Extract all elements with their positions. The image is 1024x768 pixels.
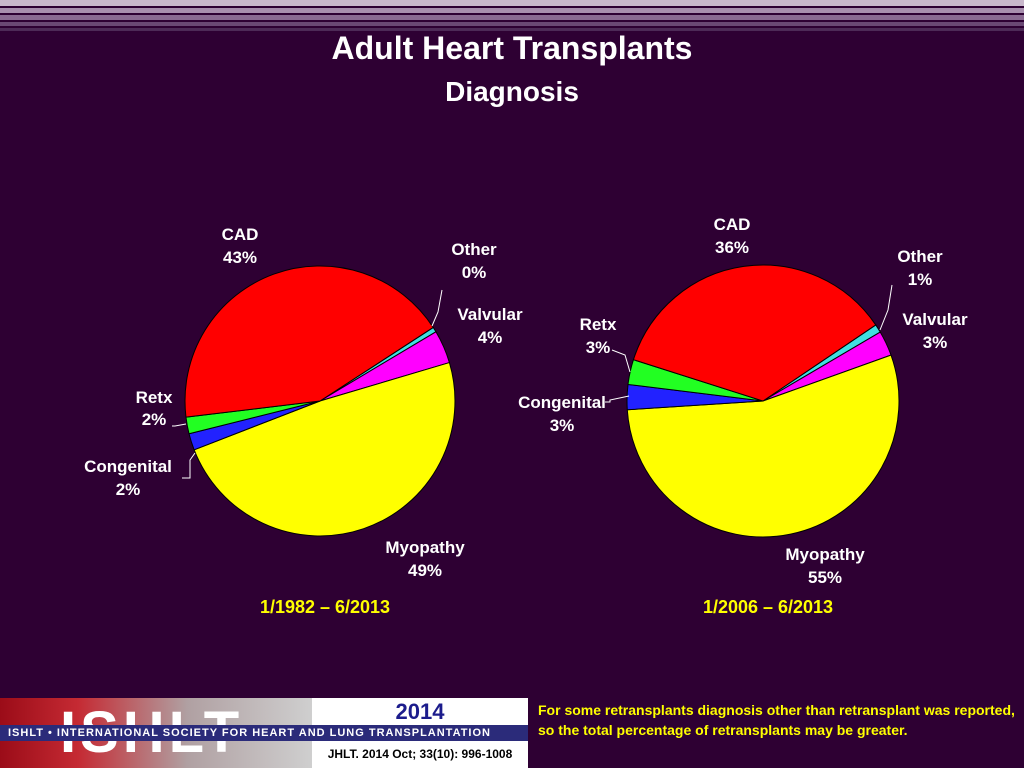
label-other-1: Other <box>451 240 497 259</box>
slide-title: Adult Heart Transplants <box>331 30 693 66</box>
label-retx-2: Retx <box>580 315 617 334</box>
footnote: For some retransplants diagnosis other t… <box>538 702 1015 738</box>
pct-cad-2: 36% <box>715 238 749 257</box>
pie-slice-myopathy-1 <box>193 361 456 537</box>
pct-cad-1: 43% <box>223 248 257 267</box>
pie-slice-cad-2 <box>632 264 877 402</box>
label-myopathy-1: Myopathy <box>385 538 465 557</box>
label-other-2: Other <box>897 247 943 266</box>
chart2-labels: CAD 36% Other 1% Valvular 3% Myopathy 55… <box>518 215 968 587</box>
period-label-2: 1/2006 – 6/2013 <box>702 597 834 617</box>
pct-other-1: 0% <box>462 263 487 282</box>
pct-valvular-2: 3% <box>923 333 948 352</box>
pct-myopathy-2: 55% <box>808 568 842 587</box>
citation: JHLT. 2014 Oct; 33(10): 996-1008 <box>312 741 528 768</box>
pct-retx-1: 2% <box>142 410 167 429</box>
pie-chart-2006-2013 <box>626 264 900 538</box>
label-retx-1: Retx <box>136 388 173 407</box>
top-decorative-bands <box>0 0 1024 36</box>
label-cad-1: CAD <box>222 225 259 244</box>
pct-other-2: 1% <box>908 270 933 289</box>
pct-myopathy-1: 49% <box>408 561 442 580</box>
year-box: 2014 <box>312 698 528 725</box>
pie-charts: CAD 43% Other 0% Valvular 4% Myopathy 49… <box>84 215 968 587</box>
label-valvular-1: Valvular <box>457 305 523 324</box>
pct-retx-2: 3% <box>586 338 611 357</box>
society-name: ISHLT • INTERNATIONAL SOCIETY FOR HEART … <box>8 727 491 739</box>
pct-congenital-2: 3% <box>550 416 575 435</box>
label-valvular-2: Valvular <box>902 310 968 329</box>
slide-subtitle: Diagnosis <box>445 76 579 107</box>
chart1-labels: CAD 43% Other 0% Valvular 4% Myopathy 49… <box>84 225 523 580</box>
label-cad-2: CAD <box>714 215 751 234</box>
label-congenital-2: Congenital <box>518 393 606 412</box>
label-congenital-1: Congenital <box>84 457 172 476</box>
pie-slice-cad-1 <box>184 265 434 418</box>
leader-lines <box>172 284 893 479</box>
label-myopathy-2: Myopathy <box>785 545 865 564</box>
pie-chart-1982-2013 <box>184 265 456 537</box>
period-label-1: 1/1982 – 6/2013 <box>259 597 391 617</box>
pct-valvular-1: 4% <box>478 328 503 347</box>
society-name-bar: ISHLT • INTERNATIONAL SOCIETY FOR HEART … <box>0 725 528 741</box>
pie-slice-myopathy-2 <box>626 354 900 538</box>
pct-congenital-1: 2% <box>116 480 141 499</box>
